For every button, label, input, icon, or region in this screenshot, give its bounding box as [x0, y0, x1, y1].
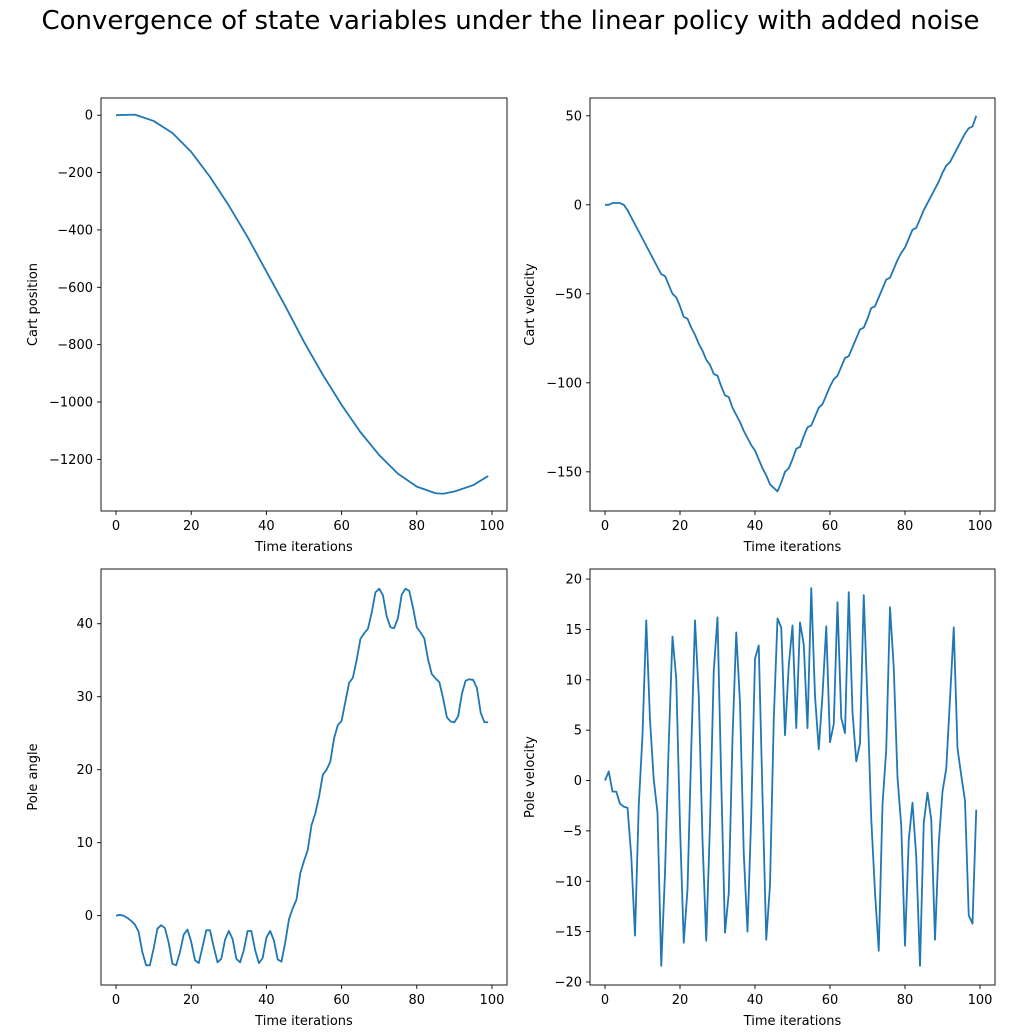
- x-tick-label: 20: [183, 519, 200, 534]
- plot-frame: [589, 568, 996, 986]
- y-tick-label: −200: [57, 166, 93, 181]
- x-tick-label: 80: [897, 519, 914, 534]
- x-tick-label: 60: [333, 993, 350, 1008]
- y-tick-label: −400: [57, 223, 93, 238]
- y-tick-label: 0: [85, 909, 93, 924]
- y-tick-label: −800: [57, 338, 93, 353]
- x-tick-label: 20: [672, 519, 689, 534]
- y-tick-label: −600: [57, 281, 93, 296]
- y-axis-label: Pole angle: [26, 743, 41, 810]
- x-tick-label: 80: [409, 519, 426, 534]
- y-tick-label: 5: [574, 724, 582, 739]
- y-axis-label: Cart velocity: [523, 263, 538, 346]
- figure-title: Convergence of state variables under the…: [41, 6, 980, 36]
- y-tick-label: 50: [565, 109, 582, 124]
- y-tick-label: 10: [565, 673, 582, 688]
- subplot-1: 0 20 40 60 80 100 0 −200 −400 −600 −800 −1000 −1200 T…: [26, 97, 508, 555]
- series-line: [605, 115, 978, 493]
- x-tick-label: 80: [897, 993, 914, 1008]
- x-tick-label: 100: [480, 993, 505, 1008]
- x-tick-label: 60: [822, 519, 839, 534]
- plot-frame: [100, 568, 508, 986]
- y-tick-label: −1200: [49, 453, 93, 468]
- y-tick-label: 20: [565, 573, 582, 588]
- y-tick-label: 40: [76, 617, 93, 632]
- x-tick-label: 40: [258, 519, 275, 534]
- series-line: [115, 587, 489, 967]
- x-axis-label: Time iterations: [254, 540, 353, 555]
- x-axis-label: Time iterations: [743, 540, 842, 555]
- y-tick-label: −50: [555, 287, 582, 302]
- y-tick-label: 15: [565, 623, 582, 638]
- y-tick-label: −15: [555, 925, 582, 940]
- y-tick-label: −10: [555, 875, 582, 890]
- x-tick-label: 100: [968, 519, 993, 534]
- y-tick-label: 0: [85, 109, 93, 124]
- x-tick-label: 0: [112, 519, 120, 534]
- y-tick-label: −5: [563, 824, 582, 839]
- y-axis-label: Cart position: [26, 263, 41, 346]
- x-tick-label: 0: [601, 519, 609, 534]
- x-tick-label: 100: [968, 993, 993, 1008]
- plot-frame: [100, 97, 508, 512]
- x-tick-label: 80: [409, 993, 426, 1008]
- x-tick-label: 60: [333, 519, 350, 534]
- y-tick-label: −20: [555, 975, 582, 990]
- y-tick-label: 0: [574, 774, 582, 789]
- x-tick-label: 100: [480, 519, 505, 534]
- y-tick-label: 10: [76, 836, 93, 851]
- y-tick-label: −100: [546, 376, 582, 391]
- y-tick-label: −1000: [49, 396, 93, 411]
- y-tick-label: −150: [546, 465, 582, 480]
- x-axis-label: Time iterations: [743, 1014, 842, 1029]
- series-line: [116, 113, 489, 495]
- x-tick-label: 20: [672, 993, 689, 1008]
- y-axis-label: Pole velocity: [523, 736, 538, 818]
- x-tick-label: 40: [747, 993, 764, 1008]
- x-tick-label: 40: [258, 993, 275, 1008]
- x-tick-label: 60: [822, 993, 839, 1008]
- plot-frame: [589, 97, 996, 512]
- x-tick-label: 40: [747, 519, 764, 534]
- y-tick-label: 20: [76, 763, 93, 778]
- subplot-2: 0 20 40 60 80 100 50 0 −50 −100 −150 Time iteration…: [523, 97, 996, 555]
- subplot-4: 0 20 40 60 80 100 20 15 10 5 0 −5 −10 −15 −20 Time iter…: [523, 568, 996, 1029]
- x-tick-label: 0: [112, 993, 120, 1008]
- x-tick-label: 20: [183, 993, 200, 1008]
- series-line: [604, 587, 978, 967]
- y-tick-label: 0: [574, 198, 582, 213]
- x-axis-label: Time iterations: [254, 1014, 353, 1029]
- y-tick-label: 30: [76, 690, 93, 705]
- x-tick-label: 0: [601, 993, 609, 1008]
- subplot-3: 0 20 40 60 80 100 0 10 20 30 40 Time iterations Pole…: [26, 568, 508, 1029]
